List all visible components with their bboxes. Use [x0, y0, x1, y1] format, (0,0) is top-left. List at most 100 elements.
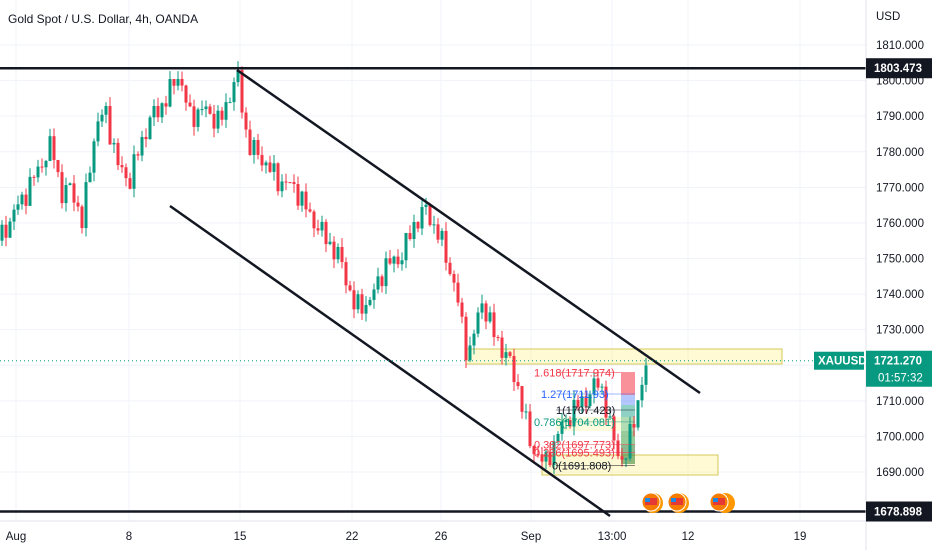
plot-area[interactable]	[0, 0, 866, 521]
candle-body	[348, 285, 352, 291]
candle-body	[224, 102, 228, 120]
candles	[0, 61, 648, 474]
candle-body	[64, 185, 68, 204]
upper-channel-line[interactable]	[236, 68, 701, 395]
candle-body	[292, 182, 296, 185]
us-event-icon[interactable]	[667, 492, 689, 513]
candle-body	[12, 209, 16, 222]
time-axis[interactable]: Aug 8 15 22 26 Sep 13:00 12 19	[6, 531, 807, 543]
candle-body	[208, 106, 212, 114]
candle-body	[112, 142, 116, 145]
candle-body	[484, 303, 488, 322]
last-price-label: 1721.270	[874, 356, 922, 368]
candle-body	[192, 106, 196, 127]
symbol-tag	[814, 351, 864, 370]
price-axis[interactable]: 1810.000 1800.000 1790.000 1780.000 1770.000…	[876, 40, 924, 479]
candle-body	[468, 345, 472, 361]
candle-body	[472, 333, 476, 346]
candle-body	[564, 420, 568, 422]
candle-body	[632, 423, 636, 428]
candle-body	[244, 112, 248, 130]
candle-body	[380, 276, 384, 287]
candle-body	[588, 394, 592, 407]
candle-body	[412, 221, 416, 240]
candle-body	[88, 172, 92, 183]
candle-body	[636, 400, 640, 428]
x-tick-label: 12	[682, 531, 695, 543]
candle-body	[452, 274, 456, 283]
candle-body	[372, 289, 376, 300]
candle-body	[476, 312, 480, 334]
lower-channel-line[interactable]	[169, 204, 611, 518]
y-tick-label: 1800.000	[876, 76, 924, 88]
candle-body	[268, 162, 272, 172]
candle-body	[560, 421, 564, 434]
fib-level-label: 0.786(1704.081)	[534, 417, 615, 429]
candle-body	[496, 337, 500, 339]
candle-body	[4, 224, 8, 238]
candle-body	[280, 181, 284, 192]
candle-body	[256, 139, 260, 155]
candle-body	[60, 172, 64, 204]
candle-body	[368, 299, 372, 305]
last-price-tag	[866, 350, 932, 387]
price-tags: 1803.473 1678.898 XAUUSD 1721.270 01:57:32	[814, 58, 932, 522]
candle-body	[640, 384, 644, 401]
candle-body	[644, 365, 648, 385]
candle-body	[604, 386, 608, 418]
candle-body	[408, 233, 412, 240]
candle-body	[536, 454, 540, 456]
y-tick-label: 1760.000	[876, 218, 924, 230]
event-icons[interactable]	[641, 492, 735, 513]
candle-body	[152, 105, 156, 118]
candle-body	[132, 154, 136, 189]
candle-body	[444, 230, 448, 263]
candle-body	[440, 230, 444, 240]
candle-body	[332, 241, 336, 260]
candle-body	[220, 110, 224, 120]
candle-body	[524, 411, 528, 413]
candle-body	[428, 204, 432, 225]
x-tick-label: 22	[346, 531, 359, 543]
candle-body	[16, 204, 20, 210]
candle-body	[252, 139, 256, 155]
candle-body	[404, 233, 408, 261]
fib-boxes	[556, 373, 635, 464]
chart-title: Gold Spot / U.S. Dollar, 4h, OANDA	[8, 12, 198, 26]
candle-body	[328, 241, 332, 245]
fib-level-label: 0.236(1695.493)	[534, 447, 615, 459]
candle-body	[340, 246, 344, 263]
candle-body	[512, 355, 516, 383]
candle-body	[100, 114, 104, 122]
candle-body	[556, 433, 560, 442]
candle-body	[8, 221, 12, 238]
countdown-label: 01:57:32	[878, 373, 923, 385]
x-tick-label: 8	[126, 531, 132, 543]
candle-body	[520, 386, 524, 412]
candle-body	[300, 191, 304, 206]
candle-body	[312, 211, 316, 229]
us-event-icon[interactable]	[709, 492, 735, 513]
candle-body	[184, 85, 188, 103]
candle-body	[204, 106, 208, 110]
symbol-label: XAUUSD	[818, 356, 867, 368]
grid	[0, 0, 866, 521]
candle-body	[464, 316, 468, 361]
x-tick-label: Aug	[6, 531, 26, 543]
candle-body	[324, 221, 328, 245]
candle-body	[84, 182, 88, 229]
y-tick-label: 1700.000	[876, 431, 924, 443]
candle-body	[296, 184, 300, 206]
candle-body	[40, 166, 44, 168]
candle-body	[28, 176, 32, 206]
fib-level-label: 1.27(1711.93)	[541, 389, 609, 401]
x-tick-label: 26	[435, 531, 448, 543]
x-tick-label: 15	[234, 531, 247, 543]
x-tick-label: 13:00	[598, 531, 627, 543]
candle-body	[424, 204, 428, 208]
candle-body	[228, 102, 232, 104]
candle-body	[188, 102, 192, 107]
us-event-icon[interactable]	[641, 492, 663, 513]
candle-body	[352, 290, 356, 310]
